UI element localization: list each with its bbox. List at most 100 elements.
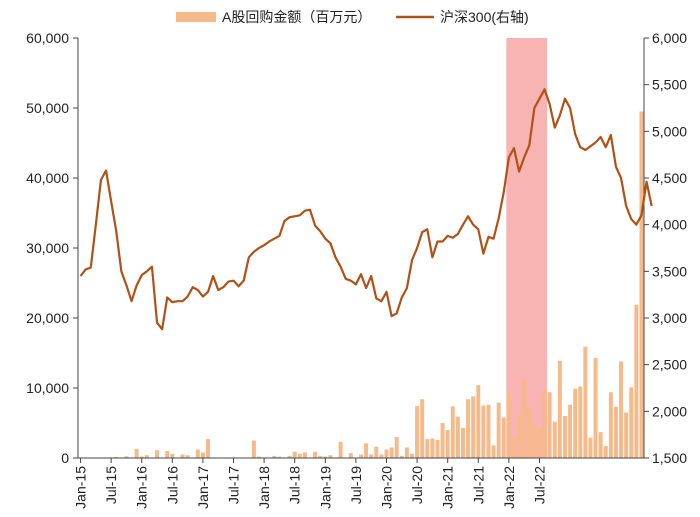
bar [624,412,629,458]
x-tick-label: Jan-19 [317,466,333,509]
bar [537,428,542,458]
x-tick-label: Jan-18 [256,466,272,509]
bar [384,449,389,458]
bar [302,452,307,458]
bar [430,438,435,458]
bar [547,392,552,458]
bar [114,456,119,458]
bar [379,454,384,458]
highlight-band [506,38,548,458]
bar [506,391,511,458]
bar [450,406,455,458]
bar [542,389,547,458]
bar [573,388,578,458]
bar [180,454,185,458]
bar [348,453,353,458]
bar [144,455,149,458]
x-tick-label: Jan-20 [378,466,394,509]
bar [466,399,471,458]
bar [522,378,527,458]
legend-swatch-bar [176,12,216,22]
bar [297,453,302,458]
bar [435,439,440,458]
x-tick-label: Jul-15 [103,466,119,504]
bar [287,455,292,458]
left-tick-label: 30,000 [26,240,69,256]
legend-label-bar: A股回购金额（百万元） [222,9,371,25]
bar [415,406,420,458]
bar [613,406,618,458]
bar [634,304,639,458]
right-tick-label: 5,500 [652,77,687,93]
bar [455,416,460,458]
bar [588,437,593,458]
bar [251,440,256,458]
bar [410,453,414,458]
bar [425,439,430,458]
bar [394,437,399,458]
bar [629,387,634,458]
x-tick-label: Jul-19 [348,466,364,504]
bar [292,451,297,458]
bar [165,451,170,458]
left-tick-label: 0 [61,450,69,466]
bar [124,456,129,458]
bar [562,416,567,458]
x-tick-label: Jan-17 [195,466,211,509]
bar [496,402,501,458]
bar [369,454,374,458]
x-tick-label: Jan-21 [440,466,456,509]
bar [481,405,486,458]
bar [608,392,613,458]
left-tick-label: 40,000 [26,170,69,186]
left-tick-label: 10,000 [26,380,69,396]
bar [359,454,363,458]
bar [593,357,598,458]
bar [619,361,624,458]
right-tick-label: 2,500 [652,357,687,373]
x-tick-label: Jul-16 [164,466,180,504]
bar [491,445,496,458]
bar [257,456,262,458]
bar [139,456,144,458]
bar [527,406,532,458]
right-tick-label: 4,000 [652,217,687,233]
bar [170,453,175,458]
bar [445,430,450,458]
bar [440,423,445,458]
bar [603,446,608,458]
right-tick-label: 3,000 [652,310,687,326]
legend: A股回购金额（百万元） 沪深300(右轴) [176,9,529,25]
right-tick-label: 5,000 [652,123,687,139]
bar [195,449,200,458]
bar [476,385,481,458]
x-tick-label: Jul-21 [470,466,486,504]
left-tick-label: 50,000 [26,100,69,116]
x-tick-label: Jan-22 [501,466,517,509]
bar [277,456,282,458]
x-tick-label: Jul-20 [409,466,425,504]
hs300-line [79,88,653,331]
right-tick-label: 1,500 [652,450,687,466]
bar [511,438,516,458]
bar [155,450,160,458]
x-tick-label: Jan-15 [73,466,89,509]
bar [318,455,323,458]
x-tick-label: Jul-18 [287,466,303,504]
bar [200,452,205,458]
x-tick-label: Jul-22 [531,466,547,504]
right-tick-label: 4,500 [652,170,687,186]
bar [134,448,139,458]
bar [323,456,328,458]
bar [420,399,425,458]
bar [639,111,644,458]
bar [328,455,333,458]
bar [185,455,190,458]
bar [532,423,537,458]
bar [272,455,277,458]
bar [404,447,409,458]
bar [598,432,603,458]
bar [389,447,394,458]
bar [583,346,588,458]
